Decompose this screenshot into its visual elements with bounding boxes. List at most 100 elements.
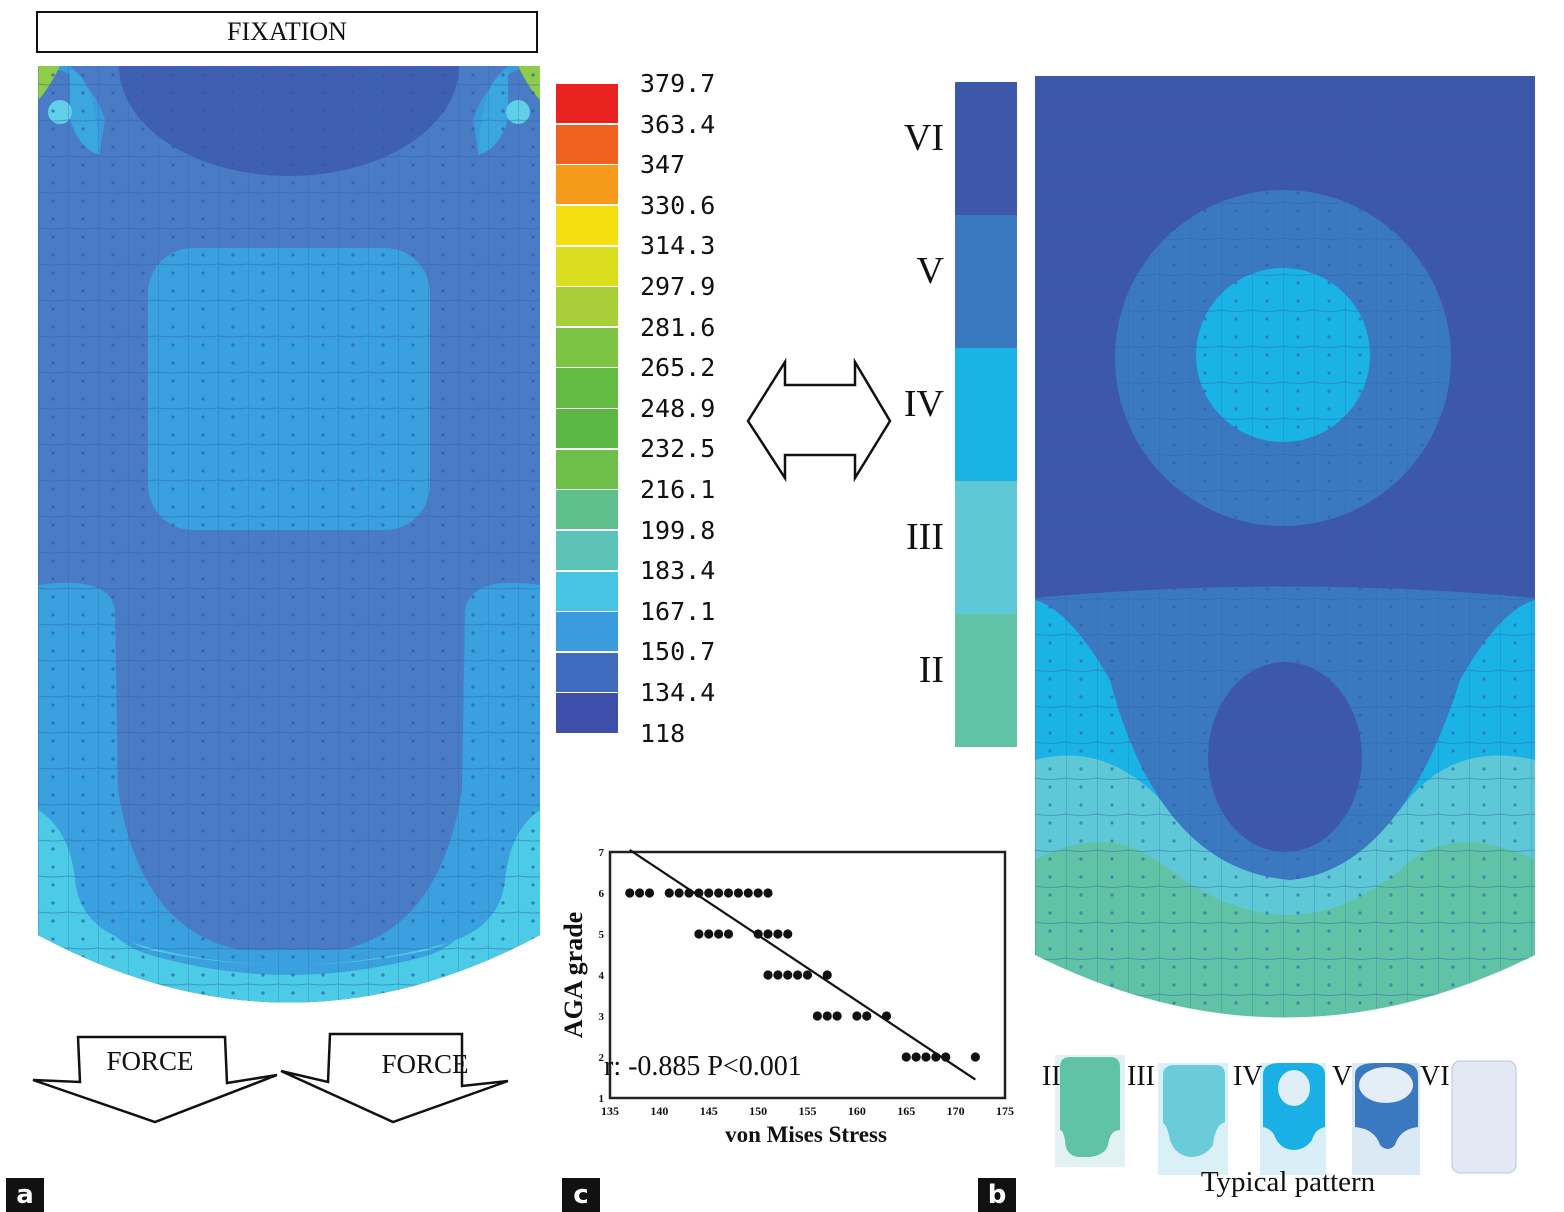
scatter-point [723, 888, 734, 898]
scatter-point [783, 929, 793, 939]
scatter-point [852, 1011, 862, 1021]
scatter-point [970, 1052, 980, 1062]
fea-model-a [38, 66, 540, 1003]
stress-legend-label: 347 [640, 150, 686, 180]
scatter-points [625, 888, 980, 1062]
stress-legend-label: 379.7 [640, 69, 716, 98]
pattern-label-vi: VI [1420, 1061, 1450, 1092]
grade-color-scale [955, 82, 1017, 747]
stress-legend-swatch [556, 612, 618, 652]
scatter-chart: 1 2 3 4 5 6 7 135 140 145 150 155 160 165 170 175 r: -… [560, 847, 1014, 1147]
typical-pattern-caption: Typical pattern [1201, 1166, 1376, 1198]
x-tick-label: 150 [749, 1104, 767, 1118]
pattern-vi [1451, 1060, 1517, 1174]
scatter-point [635, 888, 645, 898]
scatter-point [733, 888, 743, 898]
stress-legend-swatch [556, 165, 618, 205]
stress-legend-label: 216.1 [640, 475, 716, 504]
y-tick-label: 7 [599, 847, 605, 859]
mesh-grid-a [38, 66, 540, 1003]
scatter-point [911, 1052, 921, 1062]
stress-legend-swatch [556, 205, 618, 245]
scatter-point [881, 1011, 892, 1021]
x-tick-label: 135 [601, 1104, 619, 1118]
scatter-point [773, 929, 783, 939]
stress-legend-label: 281.6 [640, 312, 716, 342]
arrow-shape [32, 1035, 278, 1124]
scatter-point [793, 970, 803, 980]
scatter-point [704, 888, 714, 898]
force-arrow-right: FORCE [280, 1032, 509, 1124]
typical-patterns: II III IV V VI Typical pattern [1042, 1055, 1517, 1198]
stress-legend-label: 199.8 [640, 515, 716, 545]
x-tick-label: 145 [700, 1104, 718, 1118]
stress-legend-swatch [556, 571, 618, 611]
scatter-point [941, 1052, 951, 1062]
grade-label: II [918, 648, 944, 691]
pattern-label-iii: III [1127, 1061, 1155, 1092]
scatter-point [674, 888, 684, 898]
fixation-label: FIXATION [36, 11, 538, 53]
stress-legend-swatch [556, 490, 618, 530]
scatter-point [763, 929, 773, 939]
grade-swatch [955, 348, 1017, 481]
pattern-label-v: V [1332, 1061, 1352, 1092]
scatter-point [862, 1011, 872, 1021]
scatter-point [822, 970, 832, 980]
stress-legend-swatch [556, 84, 618, 124]
y-tick-label: 4 [599, 970, 605, 982]
mesh-grid-b [1035, 76, 1535, 1018]
stress-legend-swatch [556, 327, 618, 367]
scatter-point [644, 888, 655, 898]
stress-legend-swatch [556, 530, 618, 570]
scatter-point [921, 1052, 931, 1062]
stress-legend-swatch [556, 124, 618, 164]
scatter-point [694, 929, 704, 939]
stress-legend-label: 265.2 [640, 353, 716, 383]
stress-legend-swatch [556, 287, 618, 327]
y-tick-label: 3 [599, 1011, 605, 1023]
y-tick-label: 1 [599, 1093, 605, 1105]
arrow-shape [280, 1032, 509, 1124]
stress-legend-label: 118 [640, 718, 686, 748]
scatter-point [714, 888, 724, 898]
panel-tag-c: c [562, 1178, 600, 1212]
scatter-point [822, 1011, 832, 1021]
pattern-v [1352, 1063, 1420, 1175]
stress-color-legend [556, 84, 618, 734]
x-tick-label: 165 [897, 1104, 915, 1118]
stress-legend-label: 248.9 [640, 393, 716, 423]
scatter-point [773, 970, 783, 980]
force-arrow-left: FORCE [32, 1035, 278, 1124]
stress-legend-label: 232.5 [640, 434, 716, 464]
grade-swatch [955, 481, 1017, 614]
grade-label: III [906, 515, 944, 558]
scatter-point [664, 888, 674, 898]
x-tick-label: 170 [947, 1104, 965, 1118]
scatter-point [931, 1052, 941, 1062]
x-tick-label: 160 [848, 1104, 866, 1118]
x-tick-label: 155 [799, 1104, 817, 1118]
scatter-point [753, 929, 763, 939]
scatter-point [901, 1052, 911, 1062]
scatter-point [704, 929, 714, 939]
scatter-point [625, 888, 635, 898]
y-tick-label: 6 [599, 888, 605, 900]
stress-legend-label: 183.4 [640, 556, 716, 586]
stress-legend-label: 167.1 [640, 596, 716, 626]
scatter-point [714, 929, 724, 939]
scatter-point [723, 929, 734, 939]
x-tick-label: 140 [650, 1104, 668, 1118]
scatter-point [812, 1011, 822, 1021]
panel-tag-b: b [978, 1178, 1016, 1212]
grade-label: IV [903, 382, 944, 425]
stress-legend-swatch [556, 693, 618, 733]
stress-legend-label: 314.3 [640, 231, 716, 261]
stress-legend-label: 297.9 [640, 272, 716, 301]
stress-legend-label: 134.4 [640, 678, 716, 707]
stress-legend-swatch [556, 652, 618, 692]
force-label: FORCE [106, 1046, 193, 1076]
y-axis-label: AGA grade [560, 912, 588, 1038]
pattern-label-iv: IV [1233, 1061, 1263, 1092]
